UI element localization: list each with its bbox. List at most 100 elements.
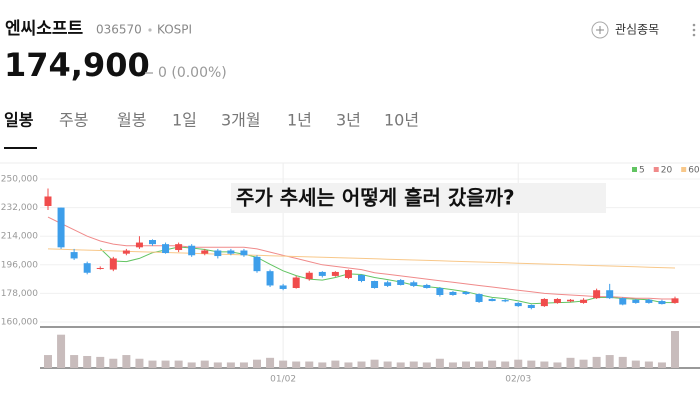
moving-average-line: [47, 248, 676, 269]
period-tab[interactable]: 3개월: [221, 111, 261, 130]
period-tab[interactable]: 주봉: [59, 111, 88, 130]
x-tick-label: 02/03: [505, 375, 531, 385]
volume-bar: [631, 360, 640, 368]
candle-body: [279, 285, 287, 289]
volume-bar: [527, 360, 536, 368]
change: 0 (0.00%): [158, 65, 227, 81]
candle-body: [318, 271, 326, 276]
y-tick-label: 196,000: [1, 260, 38, 270]
volume-bar: [109, 358, 118, 368]
candle-body: [462, 291, 470, 295]
y-tick-label: 178,000: [1, 289, 38, 299]
candle-body: [70, 252, 78, 259]
volume-bar: [96, 356, 105, 368]
candle-body: [201, 250, 209, 254]
volume-bar: [409, 361, 418, 368]
volume-bar: [279, 360, 288, 368]
candle-body: [344, 270, 352, 278]
watch-button[interactable]: 관심종목: [591, 21, 659, 39]
volume-bar: [57, 334, 66, 368]
candle-body: [253, 256, 261, 272]
market: KOSPI: [157, 23, 192, 37]
period-tab[interactable]: 월봉: [117, 111, 146, 130]
candle-body: [488, 298, 496, 302]
candle-body: [436, 287, 444, 295]
volume-bar: [462, 361, 470, 368]
volume-bar: [318, 362, 327, 368]
candle-body: [645, 299, 653, 303]
candle-body: [540, 298, 548, 307]
candle-body: [44, 196, 52, 207]
more-menu[interactable]: [692, 23, 696, 37]
volume-bar: [553, 362, 562, 368]
candle-body: [149, 240, 156, 245]
period-tab[interactable]: 1일: [172, 111, 197, 130]
volume-bar: [213, 362, 222, 368]
volume-bar: [331, 360, 340, 368]
volume-bar: [305, 361, 314, 368]
volume-bar: [566, 357, 575, 368]
watch-label[interactable]: 관심종목: [615, 23, 659, 37]
y-tick-label: 214,000: [1, 232, 38, 242]
candle-body: [423, 284, 431, 288]
candle-body: [83, 263, 91, 273]
volume-bar: [122, 355, 131, 368]
candle-body: [658, 301, 666, 305]
candle-body: [214, 250, 222, 257]
volume-bar: [592, 356, 601, 368]
candle-body: [240, 250, 248, 256]
candle-body: [162, 244, 170, 254]
period-tab[interactable]: 10년: [384, 111, 419, 130]
candle-body: [122, 250, 130, 254]
annotation-bg: [231, 183, 606, 213]
candle-body: [397, 280, 405, 285]
period-tab[interactable]: 일봉: [4, 111, 34, 130]
volume-bar: [579, 359, 588, 368]
candle-body: [671, 298, 679, 303]
volume-bar: [292, 361, 301, 368]
stock-code: 036570: [96, 23, 142, 37]
volume-bar: [70, 355, 79, 368]
candle-body: [514, 302, 522, 307]
candle-body: [292, 277, 300, 288]
candle-body: [632, 299, 640, 303]
candle-body: [619, 298, 627, 305]
candle-body: [57, 207, 65, 248]
candle-body: [135, 242, 143, 248]
volume-bar: [475, 361, 484, 368]
annotation: 주가 추세는 어떻게 흘러 갔을까?: [236, 186, 515, 210]
volume-bar: [605, 355, 614, 368]
candle-body: [175, 244, 183, 251]
volume-bar: [83, 355, 92, 368]
period-tab[interactable]: 1년: [287, 111, 312, 130]
period-tab[interactable]: 3년: [336, 111, 361, 130]
volume-bar: [540, 361, 549, 368]
legend-swatch: [653, 167, 659, 172]
candle-body: [567, 299, 574, 302]
volume-bar: [422, 362, 431, 368]
candle-body: [580, 299, 588, 303]
candle-body: [188, 245, 196, 256]
plus-icon: [591, 21, 609, 39]
volume-bar: [226, 362, 235, 368]
candle-body: [331, 271, 339, 276]
candle-body: [606, 290, 614, 299]
dot: [692, 33, 696, 37]
chart: 250,000 232,000 214,000 196,000 178,000 160,0…: [1, 163, 700, 385]
candle-body: [371, 281, 379, 288]
candle-body: [266, 271, 274, 286]
volume-bar: [383, 361, 392, 368]
volume-bar: [344, 362, 353, 368]
volume-bar: [174, 360, 183, 368]
volume-bar: [148, 360, 157, 368]
volume-bar: [501, 361, 510, 368]
x-tick-label: 01/02: [270, 375, 296, 385]
candle-body: [410, 282, 418, 286]
volume-bar: [161, 360, 170, 368]
y-tick-label: 160,000: [1, 318, 38, 328]
legend-swatch: [632, 167, 637, 172]
price: 174,900: [4, 46, 150, 84]
candle-body: [358, 274, 365, 282]
